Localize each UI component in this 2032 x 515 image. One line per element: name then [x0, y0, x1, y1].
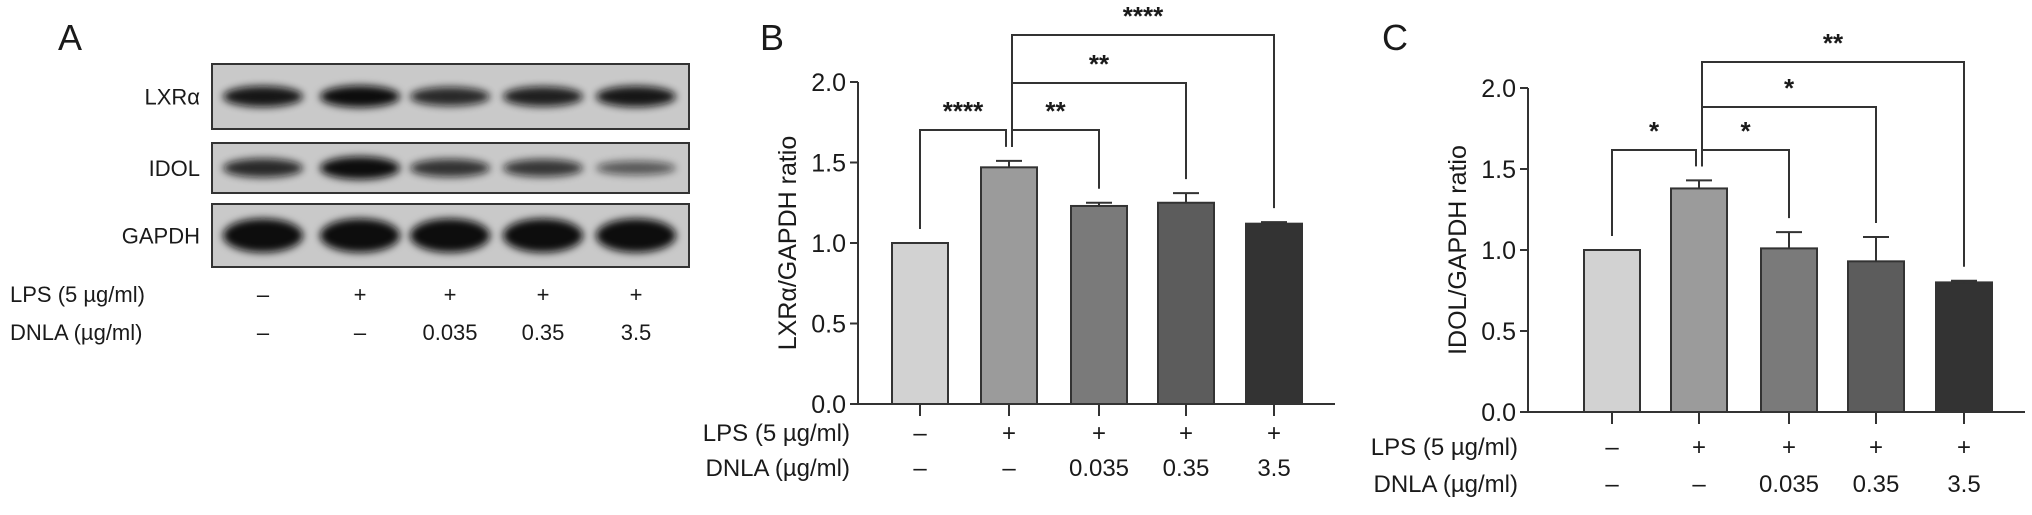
lps-value: +	[1267, 420, 1281, 447]
dnla-value: 0.35	[1163, 455, 1210, 482]
y-tick-label: 2.0	[811, 69, 846, 97]
bar	[1760, 247, 1818, 413]
protein-band	[410, 87, 490, 106]
protein-band	[596, 218, 676, 253]
y-tick-label: 0.0	[811, 391, 846, 419]
significance-label: ****	[943, 96, 984, 126]
blot-row-label: IDOL	[149, 156, 200, 181]
panel-letter: B	[760, 17, 784, 58]
panel-letter: C	[1382, 17, 1408, 58]
dnla-value: –	[354, 320, 367, 345]
y-tick-label: 0.5	[811, 311, 846, 339]
dnla-value: –	[1002, 455, 1016, 482]
bar	[1157, 201, 1215, 405]
lps-value: +	[1692, 434, 1706, 461]
lps-label: LPS (5 µg/ml)	[1371, 434, 1518, 461]
protein-band	[503, 86, 583, 107]
protein-band	[320, 85, 400, 108]
significance-label: *	[1784, 73, 1795, 103]
protein-band	[223, 158, 303, 178]
y-tick-label: 2.0	[1481, 75, 1516, 103]
significance-bracket	[919, 129, 1007, 229]
dnla-value: 0.035	[1759, 471, 1819, 498]
lps-value: +	[537, 282, 550, 307]
y-tick-label: 0.0	[1481, 399, 1516, 427]
significance-label: **	[1823, 28, 1844, 58]
blot-row-label: LXRα	[144, 85, 200, 110]
bar	[1847, 260, 1905, 413]
protein-band	[410, 218, 490, 253]
panel-a-letter: A	[58, 17, 82, 58]
protein-band	[410, 159, 490, 177]
bar	[1583, 249, 1641, 413]
dnla-value: 0.035	[1069, 455, 1129, 482]
protein-band	[320, 218, 400, 253]
dnla-value: 3.5	[1947, 471, 1980, 498]
significance-bracket	[1701, 61, 1965, 267]
dnla-value: 0.035	[422, 320, 477, 345]
bar	[980, 166, 1038, 405]
y-axis-label: IDOL/GAPDH ratio	[1444, 145, 1472, 355]
lps-value: +	[1092, 420, 1106, 447]
protein-band	[320, 156, 400, 180]
lps-value: –	[913, 420, 927, 447]
lps-value: –	[1605, 434, 1619, 461]
dnla-label: DNLA (µg/ml)	[705, 455, 850, 482]
y-axis-label: LXRα/GAPDH ratio	[774, 136, 802, 351]
dnla-label: DNLA (µg/ml)	[1373, 471, 1518, 498]
dnla-label: DNLA (µg/ml)	[10, 320, 142, 345]
lps-value: +	[1957, 434, 1971, 461]
y-tick-label: 0.5	[1481, 318, 1516, 346]
lps-value: +	[630, 282, 643, 307]
dnla-value: –	[1605, 471, 1619, 498]
bar	[1670, 187, 1728, 413]
western-blot-panel: LXRα IDOL GAPDH LPS (5 µg/ml) DNLA (µg/ml) – –…	[10, 63, 690, 345]
dnla-value: 3.5	[1257, 455, 1290, 482]
dnla-value: –	[257, 320, 270, 345]
significance-label: **	[1089, 49, 1110, 79]
protein-band	[503, 159, 583, 177]
y-tick-label: 1.0	[811, 230, 846, 258]
y-tick-label: 1.5	[1481, 156, 1516, 184]
significance-label: ****	[1123, 1, 1164, 31]
lps-label: LPS (5 µg/ml)	[703, 420, 850, 447]
protein-band	[223, 218, 303, 253]
y-tick-label: 1.5	[811, 150, 846, 178]
y-tick-label: 1.0	[1481, 237, 1516, 265]
lps-value: +	[354, 282, 367, 307]
significance-bracket	[1011, 34, 1275, 209]
lps-value: +	[1869, 434, 1883, 461]
protein-band	[223, 86, 303, 107]
significance-label: *	[1740, 116, 1751, 146]
protein-band	[503, 218, 583, 253]
bar	[891, 242, 949, 405]
blot-row-label: GAPDH	[122, 224, 200, 249]
protein-band	[596, 161, 676, 175]
lps-value: +	[1782, 434, 1796, 461]
bar	[1245, 222, 1303, 405]
significance-bracket	[1611, 149, 1697, 236]
significance-label: **	[1045, 96, 1066, 126]
dnla-value: 3.5	[621, 320, 652, 345]
lps-value: +	[1179, 420, 1193, 447]
lps-label: LPS (5 µg/ml)	[10, 282, 145, 307]
lps-value: +	[444, 282, 457, 307]
dnla-value: 0.35	[522, 320, 565, 345]
lps-value: –	[257, 282, 270, 307]
dnla-value: 0.35	[1853, 471, 1900, 498]
chart-c: C 0.0 0.5 1.0 1.5 2.0 IDOL/GAPDH ratio – – + – +0.0…	[1371, 17, 2025, 498]
bar	[1070, 204, 1128, 405]
lps-value: +	[1002, 420, 1016, 447]
dnla-value: –	[913, 455, 927, 482]
bar	[1935, 281, 1993, 413]
significance-label: *	[1649, 116, 1660, 146]
dnla-value: –	[1692, 471, 1706, 498]
chart-b: B 0.0 0.5 1.0 1.5 2.0 LXRα/GAPDH ratio – – + – +0.0…	[703, 1, 1335, 482]
protein-band	[596, 86, 676, 107]
